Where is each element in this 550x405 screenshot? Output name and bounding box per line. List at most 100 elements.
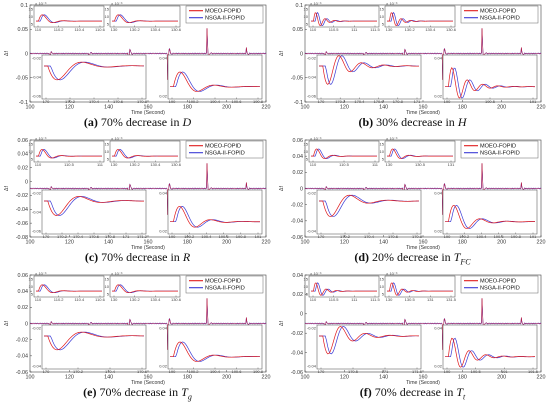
inset-x-tick-label: 171.5 bbox=[412, 369, 423, 374]
caption-variable: H bbox=[457, 115, 467, 129]
inset-y-tick-label: 5 bbox=[306, 291, 309, 296]
inset-x-tick-label: 170.4 bbox=[364, 234, 375, 239]
x-tick-label: 160 bbox=[144, 105, 153, 111]
inset-x-tick-label: 110 bbox=[35, 27, 42, 32]
inset-box bbox=[41, 54, 147, 100]
legend-entry-moeo: MOEO-FOPID bbox=[205, 9, 241, 15]
x-tick-label: 160 bbox=[144, 240, 153, 246]
inset-y-tick-label: 15 bbox=[29, 276, 34, 281]
inset-x-tick-label: 131.5 bbox=[446, 297, 457, 302]
inset-x-tick-label: 190.4 bbox=[476, 234, 487, 239]
inset-y-tick-label: 15 bbox=[380, 6, 385, 11]
inset-x-tick-label: 110.5 bbox=[329, 297, 339, 302]
inset-box bbox=[316, 324, 422, 370]
y-axis-label: Δf bbox=[279, 320, 285, 325]
y-tick-label: -0.06 bbox=[291, 370, 303, 376]
subplot-panel: 0.1 0.05 0 -0.05 -0.1 100 120 140 160 180 200 220 Ti… bbox=[275, 0, 550, 135]
y-tick-label: 0.04 bbox=[18, 152, 29, 158]
inset-x-tick-label: 190.4 bbox=[210, 99, 221, 104]
inset-x-tick-label: 190 bbox=[444, 369, 451, 374]
inset-exponent-label: × 10⁻³ bbox=[310, 1, 322, 6]
inset-curve-moeo bbox=[36, 149, 102, 159]
inset-box bbox=[308, 275, 380, 298]
legend-entry-nsga: NSGA-II-FOPID bbox=[205, 286, 245, 292]
inset-curve-moeo bbox=[319, 326, 420, 355]
inset-exponent-label: × 10⁻³ bbox=[111, 136, 123, 141]
x-tick-label: 120 bbox=[340, 375, 349, 381]
y-tick-label: 0 bbox=[25, 321, 28, 327]
inset-x-tick-label: 170.8 bbox=[393, 99, 404, 104]
inset-box bbox=[442, 54, 538, 100]
inset-exponent-label: × 10⁻³ bbox=[310, 136, 322, 141]
inset-y-tick-label: 5 bbox=[107, 21, 110, 26]
inset-x-tick-label: 170.6 bbox=[137, 369, 148, 374]
legend-entry-moeo: MOEO-FOPID bbox=[480, 9, 516, 15]
caption-text: 70% decrease in bbox=[374, 385, 457, 399]
inset-x-tick-label: 111 bbox=[351, 297, 358, 302]
y-tick-label: -0.02 bbox=[16, 337, 28, 343]
inset-box bbox=[41, 189, 147, 235]
inset-x-tick-label: 130.4 bbox=[150, 162, 161, 167]
inset-y-tick-label: 10 bbox=[380, 149, 385, 154]
inset-y-tick-label: 10 bbox=[29, 149, 34, 154]
inset-y-tick-label: -0.04 bbox=[307, 363, 317, 368]
inset-x-tick-label: 171 bbox=[414, 99, 421, 104]
inset-y-tick-label: 5 bbox=[31, 291, 34, 296]
inset-x-tick-label: 190.6 bbox=[231, 369, 242, 374]
y-tick-label: 0.1 bbox=[21, 3, 29, 9]
x-tick-label: 160 bbox=[419, 240, 428, 246]
inset-x-tick-label: 170.2 bbox=[65, 99, 76, 104]
y-tick-label: 0.04 bbox=[18, 289, 29, 295]
y-tick-label: 0.06 bbox=[293, 138, 304, 144]
inset-x-tick-label: 190 bbox=[444, 99, 451, 104]
subplot-panel: 0.06 0.04 0.02 0 -0.02 -0.04 -0.06 100 120 140 160… bbox=[0, 270, 275, 405]
inset-exponent-label: × 10⁻³ bbox=[111, 1, 123, 6]
caption-variable: D bbox=[182, 115, 192, 129]
inset-y-tick-label: 10 bbox=[380, 14, 385, 19]
x-tick-label: 180 bbox=[458, 375, 467, 381]
main-series-moeo bbox=[304, 28, 542, 80]
inset-curve-moeo bbox=[445, 205, 536, 229]
inset-x-tick-label: 130.5 bbox=[415, 162, 426, 167]
inset-box bbox=[308, 5, 380, 28]
inset-box bbox=[316, 54, 422, 100]
inset-x-tick-label: 111 bbox=[372, 162, 379, 167]
inset-x-tick-label: 110.4 bbox=[74, 27, 84, 32]
inset-x-tick-label: 130 bbox=[386, 297, 393, 302]
inset-y-tick-label: -0.02 bbox=[32, 190, 42, 195]
subfigure-caption: (c) 70% decrease in R bbox=[0, 250, 275, 265]
inset-y-tick-label: 10 bbox=[105, 284, 110, 289]
inset-y-tick-label: 15 bbox=[105, 276, 110, 281]
legend-box bbox=[185, 275, 264, 294]
inset-x-tick-label: 190.8 bbox=[236, 234, 247, 239]
inset-y-tick-label: 0.02 bbox=[434, 228, 443, 233]
inset-x-tick-label: 171.2 bbox=[137, 234, 148, 239]
inset-x-tick-label: 170.4 bbox=[354, 99, 365, 104]
inset-y-tick-label: -0.06 bbox=[32, 228, 42, 233]
legend-entry-moeo: MOEO-FOPID bbox=[480, 144, 516, 150]
y-tick-label: -0.04 bbox=[16, 207, 28, 213]
subfigure-caption: (d) 20% decrease in TFC bbox=[275, 250, 550, 266]
inset-exponent-label: × 10⁻³ bbox=[386, 136, 398, 141]
inset-box bbox=[316, 189, 422, 235]
y-tick-label: 0.04 bbox=[293, 154, 304, 160]
inset-x-tick-label: 130.5 bbox=[405, 297, 416, 302]
inset-x-tick-label: 190.2 bbox=[188, 369, 199, 374]
inset-curve-moeo bbox=[44, 196, 145, 216]
x-tick-label: 160 bbox=[144, 375, 153, 381]
y-tick-label: 0.04 bbox=[293, 273, 304, 279]
legend-box bbox=[185, 5, 264, 24]
inset-x-tick-label: 111.5 bbox=[370, 297, 380, 302]
x-axis-label: Time (Second) bbox=[406, 110, 440, 116]
inset-exponent-label: × 10⁻³ bbox=[310, 271, 322, 276]
inset-x-tick-label: 110 bbox=[35, 162, 42, 167]
